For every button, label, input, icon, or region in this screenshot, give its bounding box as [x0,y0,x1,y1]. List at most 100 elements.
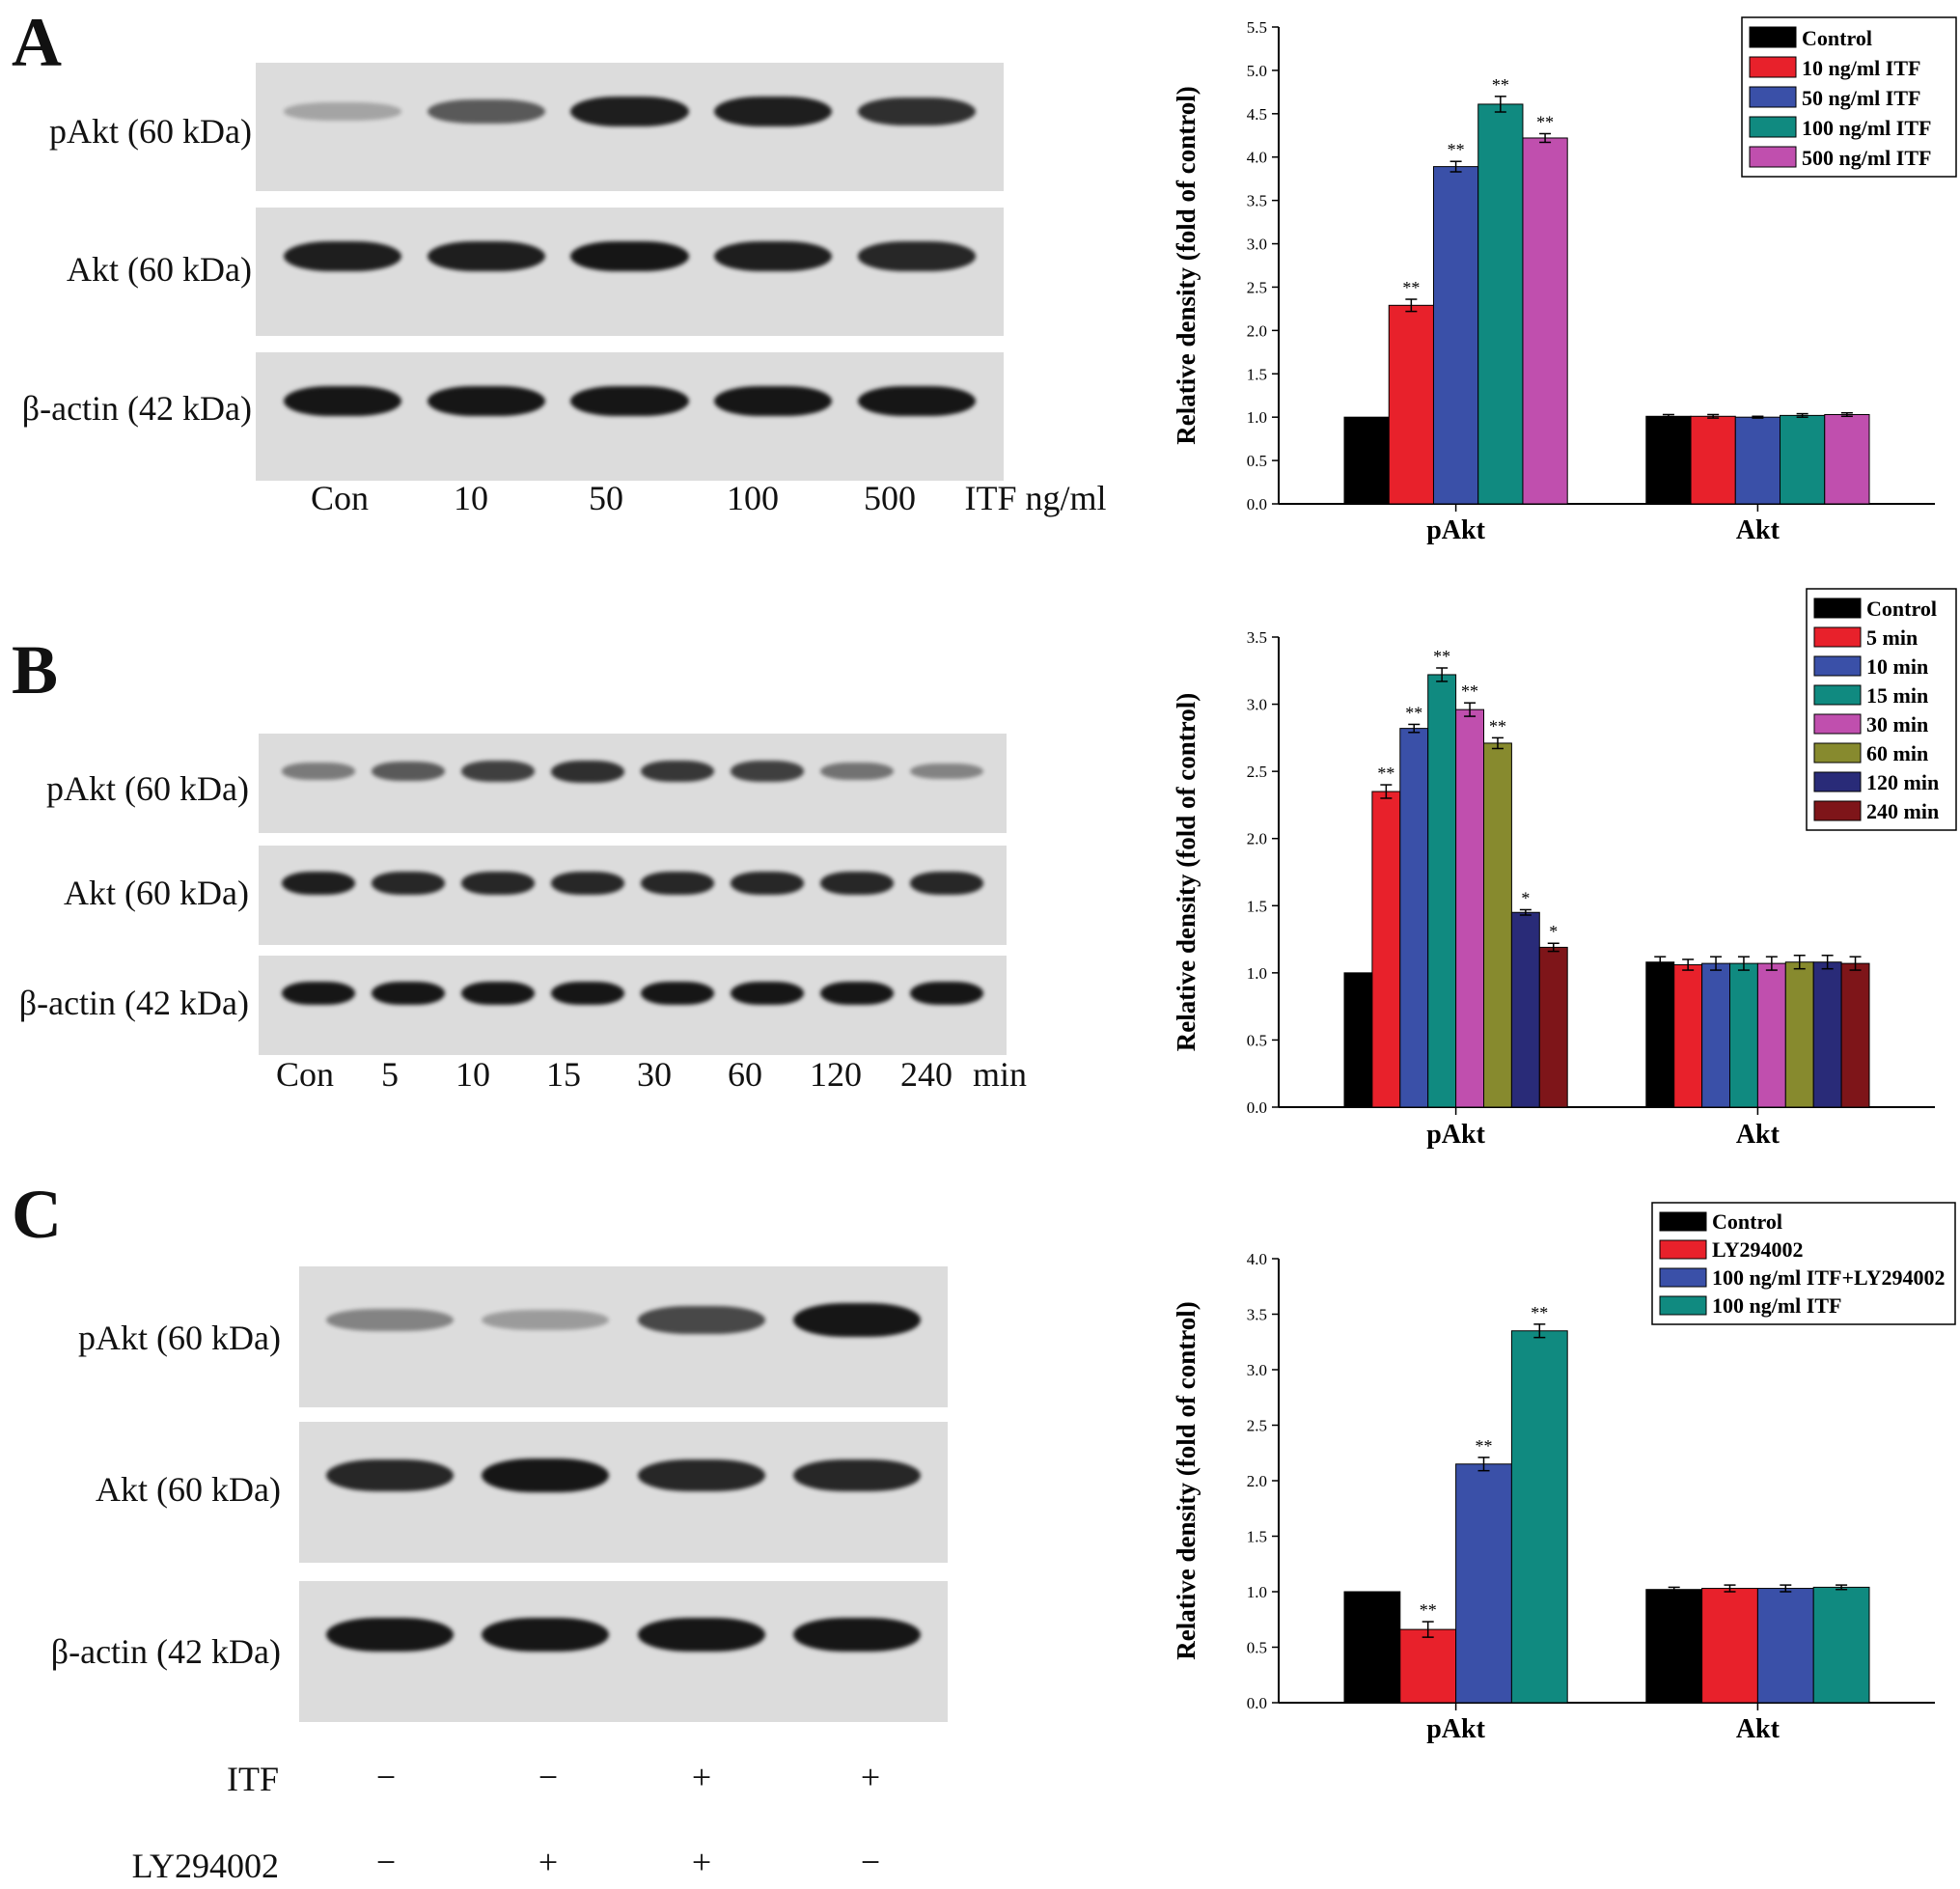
legend-label: 100 ng/ml ITF [1712,1293,1841,1318]
y-axis-label: Relative density (fold of control) [1172,693,1201,1051]
blot-strip [256,208,1004,336]
y-axis-label: Relative density (fold of control) [1172,86,1201,444]
legend-label: 120 min [1866,770,1939,794]
blot-band [427,240,545,272]
bar [1673,964,1703,1108]
legend-swatch [1813,684,1862,706]
bar [1371,791,1401,1108]
blot-row-label: pAkt (60 kDa) [46,769,249,808]
significance-marker: ** [1476,1436,1493,1456]
panel-letter-b: B [12,631,59,708]
legend-label: 500 ng/ml ITF [1802,146,1931,170]
bar [1645,1589,1703,1704]
legend-label: Control [1712,1209,1782,1234]
significance-marker: ** [1461,681,1478,701]
legend-label: LY294002 [1712,1237,1804,1262]
bar [1729,962,1758,1108]
legend-swatch [1749,146,1797,168]
lane-label: Con [275,1055,335,1094]
y-tick-label: 1.0 [1247,408,1267,427]
x-tick-label: Akt [1736,1714,1781,1744]
blot-band [714,385,833,417]
legend-swatch [1749,116,1797,138]
legend-swatch [1813,742,1862,764]
y-tick-label: 0.0 [1247,1694,1267,1712]
bar [1784,961,1814,1108]
blot-band [640,761,715,783]
blot-band [371,762,446,782]
blot-band [570,240,689,272]
y-tick-label: 5.5 [1247,18,1267,37]
lane-unit-label: min [972,1055,1028,1094]
blot-band [730,761,805,782]
blot-band [371,872,446,895]
blot-row-label: Akt (60 kDa) [67,250,252,289]
bar [1510,1330,1568,1704]
blot-band [637,1305,765,1335]
blot-band [460,761,536,782]
blot-row-label: Akt (60 kDa) [96,1470,281,1509]
bar [1510,911,1540,1108]
bar [1455,708,1485,1108]
lane-label: 60 [728,1055,762,1094]
legend-label: 100 ng/ml ITF+LY294002 [1712,1265,1946,1290]
treatment-sign: − [375,1758,397,1796]
lane-label: 240 [900,1055,952,1094]
legend-label: 100 ng/ml ITF [1802,116,1931,140]
lane-unit-label: ITF ng/ml [964,479,1107,517]
legend-label: 10 min [1866,654,1928,679]
legend-swatch [1813,771,1862,792]
blot-band [714,240,833,272]
bar [1388,304,1434,505]
blot-band [283,102,401,121]
y-tick-label: 3.0 [1247,696,1267,714]
legend-label: 5 min [1866,625,1918,650]
blot-band [283,385,401,417]
x-tick-label: pAkt [1426,1120,1485,1150]
significance-marker: ** [1420,1600,1437,1620]
significance-marker: ** [1402,278,1420,297]
significance-marker: ** [1489,716,1506,736]
blot-band [570,96,689,127]
y-tick-label: 2.0 [1247,321,1267,340]
blot-band [819,763,895,781]
y-tick-label: 3.5 [1247,628,1267,647]
bar [1343,972,1373,1108]
significance-marker: ** [1377,764,1394,783]
y-tick-label: 5.0 [1247,62,1267,80]
y-tick-label: 0.5 [1247,1639,1267,1657]
bar [1427,674,1457,1108]
treatment-sign: − [538,1758,559,1796]
blot-band [909,872,984,895]
legend-swatch [1813,626,1862,648]
blot-band [460,981,536,1006]
treatment-label-itf: ITF [227,1760,279,1798]
bar [1812,1586,1870,1704]
significance-marker: ** [1531,1303,1548,1322]
blot-strip [299,1422,948,1563]
blot-band [427,385,545,417]
lane-label: Con [310,479,370,517]
blot-band [550,760,625,783]
legend-swatch [1749,56,1797,78]
bar [1824,413,1870,505]
blot-band [570,385,689,417]
bar [1645,415,1692,505]
blot-band [858,97,977,126]
bar [1399,1628,1457,1704]
legend-swatch [1813,800,1862,821]
y-tick-label: 0.0 [1247,1098,1267,1117]
blot-band [640,981,715,1006]
panel-letter-a: A [12,4,62,81]
bar [1645,961,1675,1108]
lane-label: 120 [810,1055,862,1094]
legend-label: Control [1802,26,1872,50]
legend-label: 50 ng/ml ITF [1802,86,1920,110]
lane-label: 30 [637,1055,672,1094]
y-tick-label: 1.5 [1247,897,1267,915]
bar [1343,1591,1401,1704]
y-tick-label: 0.0 [1247,495,1267,514]
bar [1756,962,1786,1108]
blot-strip [299,1581,948,1722]
legend-label: Control [1866,597,1937,621]
